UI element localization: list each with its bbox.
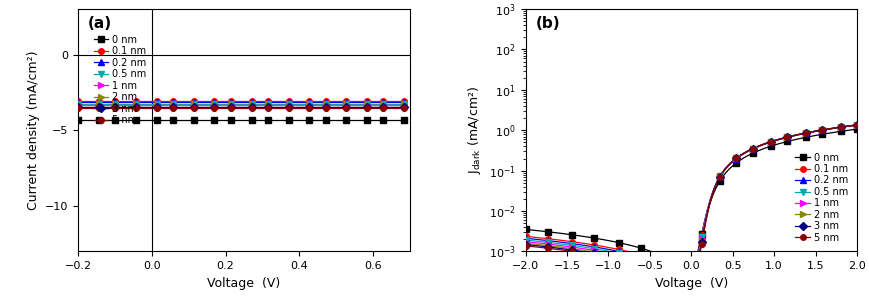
Text: (a): (a): [88, 16, 112, 32]
Legend: 0 nm, 0.1 nm, 0.2 nm, 0.5 nm, 1 nm, 2 nm, 3 nm, 5 nm: 0 nm, 0.1 nm, 0.2 nm, 0.5 nm, 1 nm, 2 nm…: [90, 31, 150, 129]
Legend: 0 nm, 0.1 nm, 0.2 nm, 0.5 nm, 1 nm, 2 nm, 3 nm, 5 nm: 0 nm, 0.1 nm, 0.2 nm, 0.5 nm, 1 nm, 2 nm…: [791, 149, 851, 247]
Y-axis label: J$_{\rm dark}$ (mA/cm²): J$_{\rm dark}$ (mA/cm²): [466, 86, 483, 174]
Text: (b): (b): [535, 16, 560, 32]
Y-axis label: Current density (mA/cm²): Current density (mA/cm²): [27, 51, 40, 210]
X-axis label: Voltage  (V): Voltage (V): [207, 277, 281, 290]
X-axis label: Voltage  (V): Voltage (V): [653, 277, 727, 290]
